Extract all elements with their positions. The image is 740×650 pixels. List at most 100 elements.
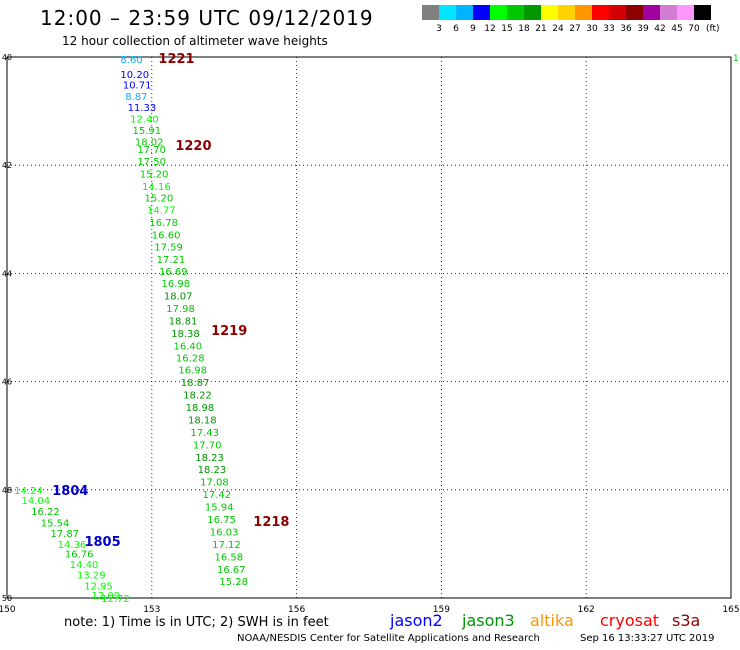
legend-swatch bbox=[575, 5, 592, 20]
legend-swatch bbox=[609, 5, 626, 20]
wave-height-value: 17.98 bbox=[166, 304, 195, 315]
wave-height-value: 16.60 bbox=[152, 230, 181, 241]
wave-height-value: 13.29 bbox=[77, 571, 106, 582]
wave-height-value: 12.09 bbox=[91, 591, 120, 602]
legend-label: 9 bbox=[470, 24, 476, 34]
legend-swatch bbox=[524, 5, 541, 20]
wave-height-value: 15.20 bbox=[140, 169, 169, 180]
legend-label: 45 bbox=[671, 24, 683, 34]
wave-height-value: 10.71 bbox=[123, 81, 152, 92]
legend-label: 30 bbox=[586, 24, 598, 34]
wave-height-value: 16.28 bbox=[176, 353, 205, 364]
wave-height-value: 18.23 bbox=[195, 453, 224, 464]
wave-height-value: 17.59 bbox=[154, 242, 183, 253]
wave-height-value: 18.07 bbox=[164, 292, 193, 303]
wave-height-value: 14.40 bbox=[70, 560, 99, 571]
wave-height-value: 16.69 bbox=[159, 267, 188, 278]
longitude-label: 156 bbox=[288, 605, 305, 615]
wave-height-value: 17.12 bbox=[212, 540, 241, 551]
pass-time-label: 1221 bbox=[158, 52, 194, 67]
legend-swatch bbox=[677, 5, 694, 20]
legend-swatch bbox=[456, 5, 473, 20]
longitude-label: 150 bbox=[0, 605, 16, 615]
wave-height-value: 12.72 bbox=[101, 594, 130, 605]
wave-height-value: 18.02 bbox=[135, 137, 164, 148]
legend-swatch bbox=[694, 5, 711, 20]
legend-label: 39 bbox=[637, 24, 649, 34]
legend-label: 24 bbox=[552, 24, 564, 34]
latitude-label: 48 bbox=[2, 486, 12, 495]
page-subtitle: 12 hour collection of altimeter wave hei… bbox=[62, 34, 328, 48]
wave-height-value: 12.40 bbox=[130, 115, 159, 126]
wave-height-value: 16.67 bbox=[217, 565, 246, 576]
latitude-label: 44 bbox=[2, 269, 12, 278]
edge-mark: 1 bbox=[733, 54, 739, 64]
wave-height-value: 14.16 bbox=[142, 182, 171, 193]
pass-time-label: 1220 bbox=[175, 139, 211, 154]
legend-label: 3 bbox=[436, 24, 442, 34]
wave-height-value: 18.23 bbox=[198, 465, 227, 476]
wave-height-value: 16.58 bbox=[215, 552, 244, 563]
wave-height-value: 17.70 bbox=[193, 440, 222, 451]
satellite-altika-label: altika bbox=[530, 611, 574, 630]
wave-height-value: 14.24 bbox=[14, 486, 43, 497]
wave-height-value: 17.70 bbox=[137, 145, 166, 156]
wave-height-value: 18.38 bbox=[171, 329, 200, 340]
wave-height-value: 17.43 bbox=[190, 428, 219, 439]
legend-label: 33 bbox=[603, 24, 615, 34]
longitude-label: 165 bbox=[722, 605, 739, 615]
legend-label: 70 bbox=[688, 24, 700, 34]
wave-height-value: 16.98 bbox=[161, 279, 190, 290]
longitude-label: 162 bbox=[578, 605, 595, 615]
wave-height-value: 14.77 bbox=[147, 206, 176, 217]
wave-height-value: 16.75 bbox=[207, 515, 236, 526]
wave-height-value: 15.91 bbox=[132, 126, 161, 137]
wave-height-value: 16.40 bbox=[174, 341, 203, 352]
wave-height-value: 16.98 bbox=[178, 366, 207, 377]
wave-height-value: 14.04 bbox=[21, 496, 50, 507]
latitude-label: 46 bbox=[2, 378, 12, 387]
wave-height-value: 17.50 bbox=[137, 157, 166, 168]
legend-swatch bbox=[473, 5, 490, 20]
pass-time-label: 1804 bbox=[52, 484, 88, 499]
legend-label: 27 bbox=[569, 24, 581, 34]
satellite-jason3-label: jason3 bbox=[461, 611, 515, 630]
legend-swatch bbox=[422, 5, 439, 20]
generated-timestamp: Sep 16 13:33:27 UTC 2019 bbox=[580, 633, 715, 644]
wave-height-value: 17.21 bbox=[157, 255, 186, 266]
map-frame bbox=[6, 56, 732, 599]
wave-height-value: 18.22 bbox=[183, 391, 212, 402]
wave-height-value: 11.33 bbox=[128, 103, 157, 114]
legend-swatch bbox=[507, 5, 524, 20]
pass-time-label: 1219 bbox=[211, 324, 247, 339]
legend-swatch bbox=[592, 5, 609, 20]
legend-label: 42 bbox=[654, 24, 666, 34]
legend-swatch bbox=[643, 5, 660, 20]
wave-height-value: 15.28 bbox=[219, 577, 248, 588]
wave-height-value: 17.87 bbox=[50, 529, 79, 540]
wave-height-value: 8.87 bbox=[125, 92, 147, 103]
wave-height-value: 18.98 bbox=[186, 403, 215, 414]
legend-label: 12 bbox=[484, 24, 496, 34]
wave-height-value: 12.95 bbox=[84, 582, 113, 593]
legend-label: 36 bbox=[620, 24, 632, 34]
wave-height-value: 18.18 bbox=[188, 415, 217, 426]
legend-units: (ft) bbox=[706, 24, 720, 34]
satellite-cryosat-label: cryosat bbox=[600, 611, 659, 630]
satellite-jason2-label: jason2 bbox=[389, 611, 443, 630]
legend-swatch bbox=[439, 5, 456, 20]
longitude-label: 153 bbox=[143, 605, 160, 615]
pass-time-label: 1805 bbox=[84, 535, 120, 550]
latitude-label: 40 bbox=[2, 53, 12, 62]
legend-swatch bbox=[558, 5, 575, 20]
wave-height-value: 17.08 bbox=[200, 478, 229, 489]
latitude-label: 42 bbox=[2, 161, 12, 170]
longitude-label: 159 bbox=[433, 605, 450, 615]
pass-time-label: 1218 bbox=[253, 515, 289, 530]
legend-swatch bbox=[541, 5, 558, 20]
wave-height-value: 14.36 bbox=[58, 540, 87, 551]
legend-label: 21 bbox=[535, 24, 547, 34]
legend-swatch bbox=[490, 5, 507, 20]
legend-label: 18 bbox=[518, 24, 530, 34]
